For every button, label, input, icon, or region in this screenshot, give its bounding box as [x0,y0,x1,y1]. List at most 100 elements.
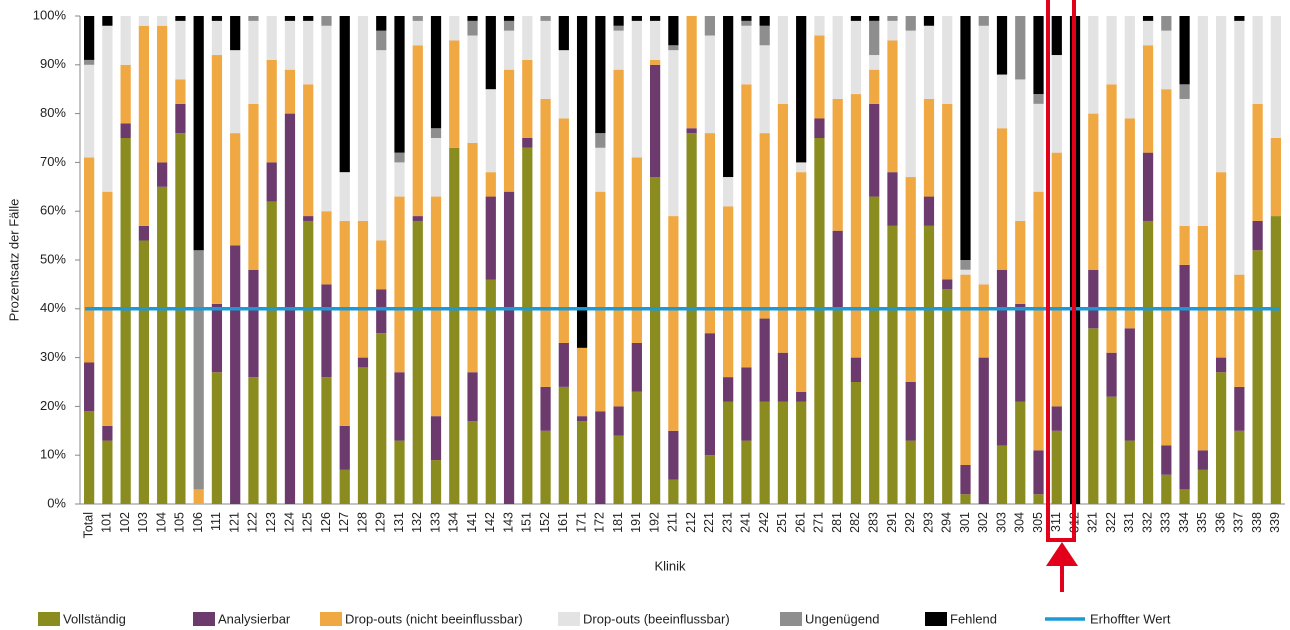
bar-segment [905,16,916,31]
bar-segment [576,421,588,504]
bar-segment [723,16,734,178]
x-tick-label: 123 [264,512,278,533]
bar-segment [668,45,679,51]
bar-segment [1124,328,1135,441]
bar-segment [796,162,807,173]
bar-segment [138,16,150,26]
x-tick-label: 302 [976,512,990,533]
bar-segment [339,220,350,426]
bar-segment [540,98,551,387]
bar-segment [1051,406,1062,431]
bar-segment [175,16,186,21]
bar-segment [704,16,715,36]
y-tick-label: 30% [40,349,66,364]
bar-segment [503,191,515,504]
bar-segment [923,98,935,197]
bar-segment [759,318,770,402]
bar-segment [978,357,989,504]
bar-segment [1252,250,1263,504]
bar-segment [741,84,752,368]
x-tick-label: 105 [173,512,187,533]
bar-segment [923,225,935,504]
bar-segment [1179,84,1190,99]
bar-segment [1015,16,1026,80]
bar-segment [668,50,679,217]
bar-segment [321,284,332,378]
legend-label: Drop-outs (beeinflussbar) [583,611,730,626]
x-tick-label: 129 [374,512,388,533]
bar-segment [686,16,697,129]
bar-segment [741,440,752,504]
bar-segment [595,191,606,412]
x-tick-label: 282 [848,512,862,533]
x-tick-label: 331 [1122,512,1136,533]
bar-segment [157,186,168,505]
bar-segment [394,196,405,373]
bar-segment [668,430,679,480]
bar-segment [777,401,789,504]
bar-segment [376,50,387,241]
bar-segment [102,425,113,441]
bar-segment [1252,16,1263,104]
bar-segment [321,16,332,26]
bar-segment [832,16,843,99]
bar-segment [321,25,332,212]
x-tick-label: 133 [428,512,442,533]
bar-segment [613,69,624,407]
bar-segment [467,142,478,373]
bar-segment [686,133,697,504]
x-tick-label: 294 [940,512,954,533]
x-tick-label: 292 [903,512,917,533]
bar-segment [576,416,588,422]
bar-segment [777,16,789,104]
bar-segment [741,367,752,441]
bar-segment [759,45,770,134]
bar-segment [631,391,642,504]
x-tick-label: 339 [1268,512,1282,533]
bar-segment [723,401,734,504]
bar-segment [1270,16,1281,138]
bar-segment [248,16,259,21]
x-tick-label: 126 [319,512,333,533]
bar-segment [503,20,515,31]
bar-segment [303,220,314,504]
x-tick-label: 221 [702,512,716,533]
bar-segment [704,333,715,456]
bar-segment [960,16,971,260]
bar-segment [1106,396,1117,504]
x-tick-label: 181 [611,512,625,533]
bar-segment [376,16,387,31]
bar-segment [704,133,715,334]
bar-segment [759,16,770,26]
bar-segment [339,469,350,504]
bar-segment [303,20,314,85]
bar-segment [850,16,862,21]
bar-segment [157,162,168,187]
bar-segment [138,25,150,226]
bar-segment [467,372,478,422]
bar-segment [668,16,679,46]
x-tick-label: 332 [1140,512,1154,533]
bar-segment [723,377,734,402]
bar-segment [814,35,825,119]
bar-segment [650,177,661,505]
bar-segment [266,16,277,60]
x-tick-label: 125 [301,512,315,533]
bar-segment [248,377,259,504]
bar-segment [303,84,314,217]
bar-segment [430,138,442,197]
bar-segment [613,435,624,504]
bar-segment [84,16,95,60]
bar-segment [540,20,551,99]
bar-segment [211,55,223,304]
bar-segment [1161,445,1172,475]
bar-segment [942,103,953,280]
bar-segment [905,440,916,504]
bar-segment [942,279,953,290]
x-tick-label: 334 [1177,512,1191,533]
bar-segment [522,138,533,148]
bar-segment [175,103,186,134]
bar-segment [595,411,606,504]
bar-segment [394,16,405,153]
bar-segment [540,386,551,431]
